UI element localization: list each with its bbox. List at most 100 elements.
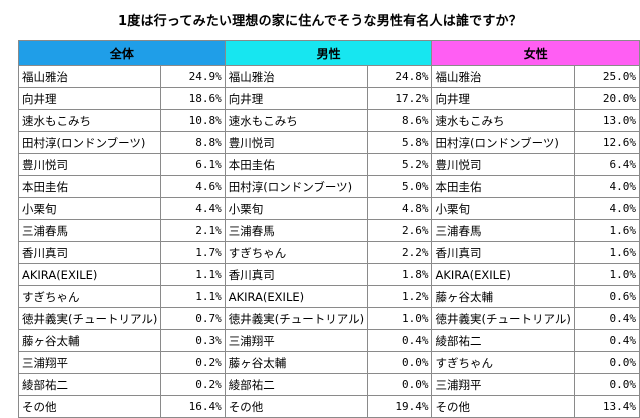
celebrity-name-cell: AKIRA(EXILE)	[17, 263, 162, 286]
celebrity-name-cell: 本田圭佑	[17, 175, 162, 198]
celebrity-name-cell: 香川真司	[224, 263, 369, 286]
celebrity-name-cell: 藤ヶ谷太輔	[17, 329, 162, 352]
header-male: 男性	[224, 40, 433, 66]
percentage-cell: 4.6%	[160, 175, 226, 198]
celebrity-name-cell: AKIRA(EXILE)	[224, 285, 369, 308]
celebrity-name-cell: 田村淳(ロンドンブーツ)	[224, 175, 369, 198]
percentage-cell: 0.2%	[160, 373, 226, 396]
celebrity-name-cell: 速水もこみち	[17, 109, 162, 132]
celebrity-name-cell: 香川真司	[17, 241, 162, 264]
celebrity-name-cell: 三浦春馬	[17, 219, 162, 242]
celebrity-name-cell: 本田圭佑	[224, 153, 369, 176]
percentage-cell: 18.6%	[160, 87, 226, 110]
table-row: 藤ヶ谷太輔 0.3% 三浦翔平 0.4% 綾部祐二 0.4%	[17, 329, 640, 352]
celebrity-name-cell: その他	[224, 395, 369, 418]
header-all: 全体	[18, 40, 226, 66]
percentage-cell: 2.6%	[367, 219, 433, 242]
percentage-cell: 0.4%	[367, 329, 433, 352]
celebrity-name-cell: すぎちゃん	[431, 351, 575, 374]
celebrity-name-cell: 綾部祐二	[431, 329, 575, 352]
percentage-cell: 17.2%	[367, 87, 433, 110]
celebrity-name-cell: 豊川悦司	[431, 153, 575, 176]
percentage-cell: 6.4%	[573, 153, 640, 176]
table-row: 綾部祐二 0.2% 綾部祐二 0.0% 三浦翔平 0.0%	[17, 373, 640, 396]
celebrity-name-cell: 向井理	[224, 87, 369, 110]
table-row: 本田圭佑 4.6% 田村淳(ロンドンブーツ) 5.0% 本田圭佑 4.0%	[17, 175, 640, 198]
percentage-cell: 1.1%	[160, 285, 226, 308]
celebrity-name-cell: 三浦春馬	[431, 219, 575, 242]
celebrity-name-cell: 徳井義実(チュートリアル)	[224, 307, 369, 330]
percentage-cell: 1.8%	[367, 263, 433, 286]
percentage-cell: 0.0%	[573, 351, 640, 374]
percentage-cell: 1.6%	[573, 241, 640, 264]
celebrity-name-cell: 豊川悦司	[224, 131, 369, 154]
celebrity-name-cell: 豊川悦司	[17, 153, 162, 176]
percentage-cell: 5.8%	[367, 131, 433, 154]
table-row: AKIRA(EXILE) 1.1% 香川真司 1.8% AKIRA(EXILE) 1.0%	[17, 263, 640, 286]
percentage-cell: 25.0%	[573, 65, 640, 88]
percentage-cell: 6.1%	[160, 153, 226, 176]
celebrity-name-cell: 徳井義実(チュートリアル)	[17, 307, 162, 330]
table-row: 三浦翔平 0.2% 藤ヶ谷太輔 0.0% すぎちゃん 0.0%	[17, 351, 640, 374]
percentage-cell: 4.0%	[573, 197, 640, 220]
percentage-cell: 24.9%	[160, 65, 226, 88]
table-row: 福山雅治 24.9% 福山雅治 24.8% 福山雅治 25.0%	[17, 65, 640, 88]
percentage-cell: 1.1%	[160, 263, 226, 286]
percentage-cell: 8.6%	[367, 109, 433, 132]
celebrity-name-cell: その他	[431, 395, 575, 418]
percentage-cell: 1.0%	[573, 263, 640, 286]
celebrity-name-cell: 速水もこみち	[224, 109, 369, 132]
header-female: 女性	[431, 40, 640, 66]
percentage-cell: 0.3%	[160, 329, 226, 352]
percentage-cell: 0.7%	[160, 307, 226, 330]
percentage-cell: 0.2%	[160, 351, 226, 374]
celebrity-name-cell: 小栗旬	[224, 197, 369, 220]
celebrity-name-cell: すぎちゃん	[224, 241, 369, 264]
celebrity-name-cell: 速水もこみち	[431, 109, 575, 132]
percentage-cell: 4.0%	[573, 175, 640, 198]
percentage-cell: 16.4%	[160, 395, 226, 418]
percentage-cell: 0.0%	[367, 351, 433, 374]
percentage-cell: 0.4%	[573, 329, 640, 352]
celebrity-name-cell: 徳井義実(チュートリアル)	[431, 307, 575, 330]
percentage-cell: 2.2%	[367, 241, 433, 264]
celebrity-name-cell: 田村淳(ロンドンブーツ)	[17, 131, 162, 154]
percentage-cell: 10.8%	[160, 109, 226, 132]
ranking-table: 全体 男性 女性 福山雅治 24.9% 福山雅治 24.8% 福山雅治 25.0% 向井理 1…	[17, 40, 640, 418]
celebrity-name-cell: 三浦翔平	[431, 373, 575, 396]
percentage-cell: 0.4%	[573, 307, 640, 330]
percentage-cell: 1.7%	[160, 241, 226, 264]
table-row: すぎちゃん 1.1% AKIRA(EXILE) 1.2% 藤ヶ谷太輔 0.6%	[17, 285, 640, 308]
celebrity-name-cell: 三浦春馬	[224, 219, 369, 242]
celebrity-name-cell: 本田圭佑	[431, 175, 575, 198]
percentage-cell: 0.0%	[573, 373, 640, 396]
percentage-cell: 0.6%	[573, 285, 640, 308]
celebrity-name-cell: 藤ヶ谷太輔	[431, 285, 575, 308]
celebrity-name-cell: 福山雅治	[224, 65, 369, 88]
percentage-cell: 13.0%	[573, 109, 640, 132]
celebrity-name-cell: 三浦翔平	[17, 351, 162, 374]
header-row: 全体 男性 女性	[18, 40, 640, 66]
percentage-cell: 1.0%	[367, 307, 433, 330]
percentage-cell: 1.6%	[573, 219, 640, 242]
percentage-cell: 13.4%	[573, 395, 640, 418]
table-row: 香川真司 1.7% すぎちゃん 2.2% 香川真司 1.6%	[17, 241, 640, 264]
celebrity-name-cell: 小栗旬	[431, 197, 575, 220]
celebrity-name-cell: 福山雅治	[431, 65, 575, 88]
percentage-cell: 0.0%	[367, 373, 433, 396]
table-row: その他 16.4% その他 19.4% その他 13.4%	[17, 395, 640, 418]
percentage-cell: 4.4%	[160, 197, 226, 220]
table-row: 徳井義実(チュートリアル) 0.7% 徳井義実(チュートリアル) 1.0% 徳井義実(チ…	[17, 307, 640, 330]
percentage-cell: 20.0%	[573, 87, 640, 110]
percentage-cell: 2.1%	[160, 219, 226, 242]
celebrity-name-cell: 香川真司	[431, 241, 575, 264]
percentage-cell: 5.2%	[367, 153, 433, 176]
celebrity-name-cell: その他	[17, 395, 162, 418]
table-row: 小栗旬 4.4% 小栗旬 4.8% 小栗旬 4.0%	[17, 197, 640, 220]
celebrity-name-cell: 三浦翔平	[224, 329, 369, 352]
percentage-cell: 8.8%	[160, 131, 226, 154]
celebrity-name-cell: AKIRA(EXILE)	[431, 263, 575, 286]
table-row: 向井理 18.6% 向井理 17.2% 向井理 20.0%	[17, 87, 640, 110]
celebrity-name-cell: 向井理	[17, 87, 162, 110]
celebrity-name-cell: 綾部祐二	[17, 373, 162, 396]
